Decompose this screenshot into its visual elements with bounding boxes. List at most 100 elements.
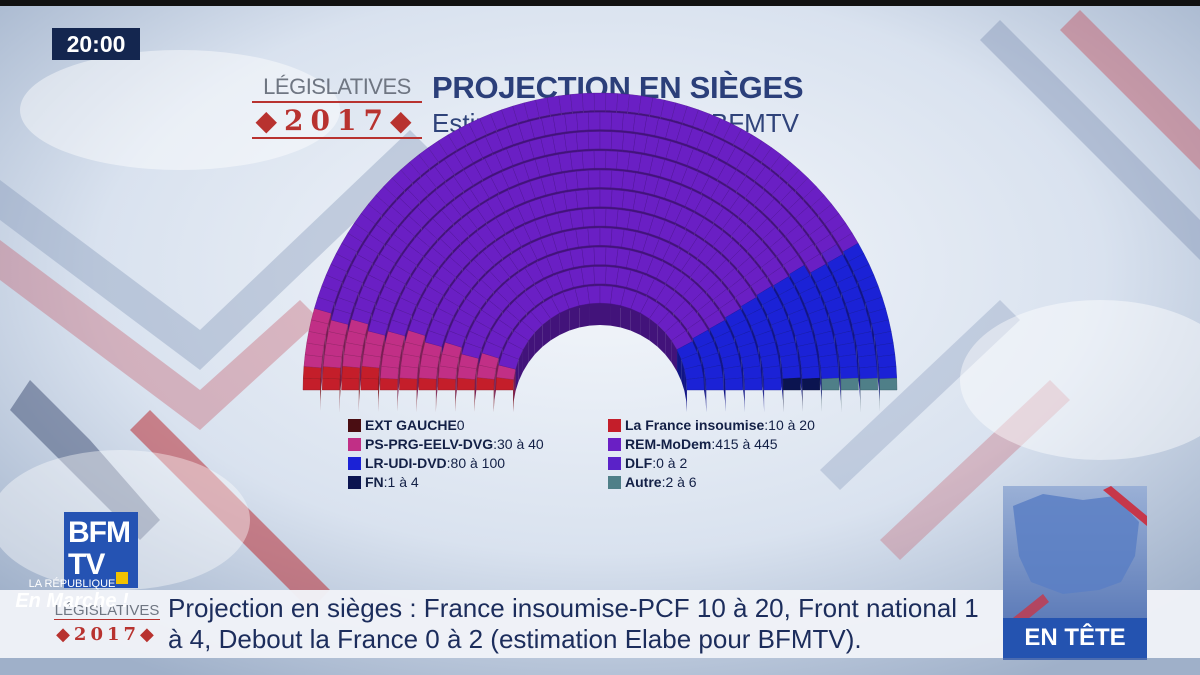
- seat-rem-modem: [575, 131, 590, 151]
- seat-rem-modem: [564, 113, 579, 132]
- legend-swatch: [608, 418, 621, 432]
- election-logo-year: ◆2017◆: [252, 104, 422, 139]
- legend-label: EXT GAUCHE: [365, 417, 457, 433]
- seat-autre: [860, 378, 878, 391]
- seat-lr-udi-dvd: [819, 354, 839, 369]
- seat-lr-udi-dvd: [744, 377, 763, 391]
- seat-rem-modem: [581, 208, 595, 227]
- seat-rem-modem: [610, 112, 624, 131]
- legend-swatch: [608, 475, 621, 489]
- seat-wall: [528, 332, 535, 363]
- seat-rem-modem: [587, 131, 601, 150]
- seat-rem-modem: [610, 189, 625, 209]
- seat-wall: [339, 367, 341, 401]
- seat-rem-modem: [575, 228, 590, 248]
- seat-la-france-insoumise: [379, 377, 398, 391]
- seat-wall: [321, 356, 323, 390]
- seat-wall: [820, 367, 822, 401]
- seat-wall: [878, 367, 880, 401]
- legend-item: DLF:0 à 2: [608, 454, 687, 472]
- seat-rem-modem: [599, 169, 613, 188]
- seat-rem-modem: [588, 112, 601, 130]
- seat-wall: [589, 303, 600, 326]
- seat-wall: [320, 367, 322, 401]
- seat-rem-modem: [581, 150, 595, 169]
- legend-value: :1 à 4: [383, 474, 419, 490]
- seat-wall: [677, 349, 682, 382]
- seat-wall: [640, 312, 650, 341]
- seat-wall: [542, 318, 551, 347]
- seat-rem-modem: [593, 266, 607, 285]
- seat-wall: [876, 345, 878, 379]
- legend-swatch: [348, 456, 361, 470]
- legend-label: LR-UDI-DVD: [365, 455, 447, 471]
- thumbnail-banner: EN TÊTE: [1003, 618, 1147, 658]
- seat-wall: [359, 356, 362, 390]
- seat-rem-modem: [605, 150, 619, 169]
- legend-label: FN: [365, 474, 384, 490]
- seat-autre: [821, 377, 840, 391]
- legend-value: :80 à 100: [446, 455, 506, 471]
- legend-value: :10 à 20: [764, 417, 815, 433]
- logo-dot: [116, 572, 128, 584]
- seat-lr-udi-dvd: [686, 377, 705, 391]
- seat-wall: [620, 305, 631, 331]
- seat-lr-udi-dvd: [724, 377, 744, 391]
- seat-autre: [879, 377, 898, 391]
- seat-rem-modem: [587, 227, 601, 246]
- legend-value: :0 à 2: [652, 455, 688, 471]
- seat-lr-udi-dvd: [859, 366, 878, 380]
- seat-wall: [665, 332, 672, 363]
- legend-value: :30 à 40: [493, 436, 544, 452]
- seat-wall: [579, 303, 590, 328]
- seat-lr-udi-dvd: [820, 365, 840, 380]
- seat-ps-prg-eelv-dvg: [380, 366, 399, 380]
- seat-ps-prg-eelv-dvg: [399, 365, 419, 380]
- seat-rem-modem: [599, 112, 612, 130]
- seat-rem-modem: [582, 92, 595, 111]
- logo-line1: BFM: [68, 516, 131, 549]
- seat-rem-modem: [570, 93, 584, 112]
- seat-rem-modem: [610, 170, 624, 189]
- seat-rem-modem: [593, 150, 607, 169]
- seat-wall: [378, 367, 380, 401]
- legend-swatch: [348, 475, 361, 489]
- seat-la-france-insoumise: [476, 377, 495, 391]
- seat-wall: [782, 367, 784, 401]
- seat-rem-modem: [616, 93, 630, 112]
- seat-rem-modem: [599, 131, 613, 150]
- seat-wall: [518, 349, 523, 382]
- ticker-logo-word: LÉGISLATIVES: [54, 602, 160, 620]
- seat-wall: [859, 367, 861, 401]
- seat-la-france-insoumise: [360, 365, 380, 380]
- seat-wall: [610, 303, 621, 328]
- seat-la-france-insoumise: [399, 377, 418, 391]
- seat-la-france-insoumise: [360, 377, 379, 391]
- seat-la-france-insoumise: [456, 377, 476, 391]
- legend-label: REM-MoDem: [625, 436, 712, 452]
- seat-lr-udi-dvd: [839, 365, 859, 380]
- seat-rem-modem: [564, 132, 578, 152]
- seat-wall: [630, 308, 641, 335]
- legend-value: :2 à 6: [661, 474, 697, 490]
- seat-rem-modem: [593, 208, 607, 227]
- thumbnail-small-text: LA RÉPUBLIQUE: [28, 578, 116, 590]
- legend-item: LR-UDI-DVD:80 à 100: [348, 454, 505, 472]
- seat-fn: [782, 377, 801, 391]
- seat-autre: [840, 377, 859, 391]
- seat-rem-modem: [605, 92, 618, 111]
- seat-lr-udi-dvd: [858, 354, 877, 369]
- thumbnail-brand: En Marche !: [15, 590, 129, 612]
- seat-lr-udi-dvd: [838, 354, 858, 368]
- seat-la-france-insoumise: [341, 377, 360, 391]
- legend-label: Autre: [625, 474, 662, 490]
- seat-rem-modem: [593, 247, 607, 265]
- seat-la-france-insoumise: [341, 365, 361, 380]
- news-ticker: [0, 590, 1200, 658]
- seat-lr-udi-dvd: [877, 354, 897, 368]
- seat-lr-udi-dvd: [762, 365, 782, 380]
- seat-rem-modem: [593, 92, 607, 111]
- seat-lr-udi-dvd: [763, 377, 782, 391]
- legend-item: PS-PRG-EELV-DVG:30 à 40: [348, 435, 544, 453]
